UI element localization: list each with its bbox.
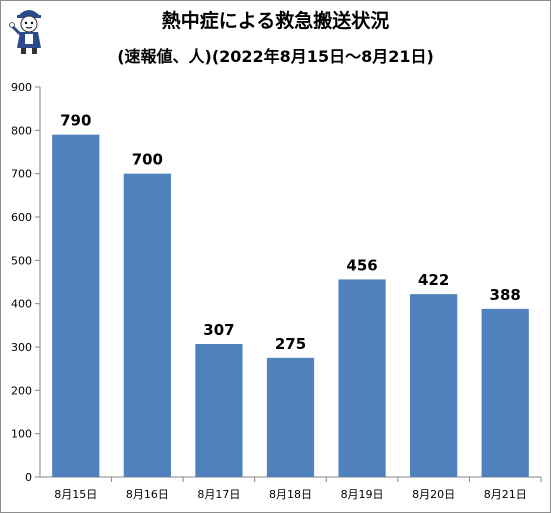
- bar: [52, 134, 100, 477]
- data-label: 790: [60, 112, 91, 130]
- x-tick-label: 8月15日: [54, 488, 97, 501]
- bars: [52, 134, 529, 477]
- bar: [266, 357, 315, 477]
- data-label: 700: [132, 151, 163, 169]
- bar: [410, 294, 458, 477]
- chart-subtitle: (速報値、人)(2022年8月15日～8月21日): [117, 47, 434, 66]
- bar: [338, 279, 386, 477]
- x-tick-label: 8月16日: [126, 488, 169, 501]
- data-label: 456: [346, 256, 377, 274]
- y-tick-label: 300: [11, 341, 32, 354]
- data-labels: 790 700 307 275 456 422 388: [60, 112, 521, 353]
- x-tick-label: 8月18日: [269, 488, 312, 501]
- x-tick-label: 8月17日: [197, 488, 240, 501]
- x-tick-label: 8月21日: [484, 488, 527, 501]
- bar: [481, 308, 529, 477]
- y-tick-label: 700: [11, 168, 32, 181]
- y-tick-label: 200: [11, 384, 32, 397]
- data-label: 275: [275, 335, 306, 353]
- bar: [195, 343, 243, 477]
- axes: 0 100 200 300 400 500 600 700 800 900 8月15日 8月16日 8月…: [11, 81, 542, 501]
- y-tick-label: 100: [11, 428, 32, 441]
- x-tick-label: 8月20日: [412, 488, 455, 501]
- mascot-icon: [9, 10, 41, 54]
- x-tick-label: 8月19日: [341, 488, 384, 501]
- chart-title: 熱中症による救急搬送状況: [161, 10, 390, 32]
- y-tick-label: 800: [11, 124, 32, 137]
- y-tick-label: 400: [11, 298, 32, 311]
- y-tick-label: 600: [11, 211, 32, 224]
- data-label: 307: [203, 321, 234, 339]
- data-label: 422: [418, 271, 449, 289]
- y-tick-label: 900: [11, 81, 32, 94]
- bar: [123, 173, 171, 477]
- data-label: 388: [490, 286, 521, 304]
- y-tick-label: 500: [11, 254, 32, 267]
- y-tick-label: 0: [25, 471, 32, 484]
